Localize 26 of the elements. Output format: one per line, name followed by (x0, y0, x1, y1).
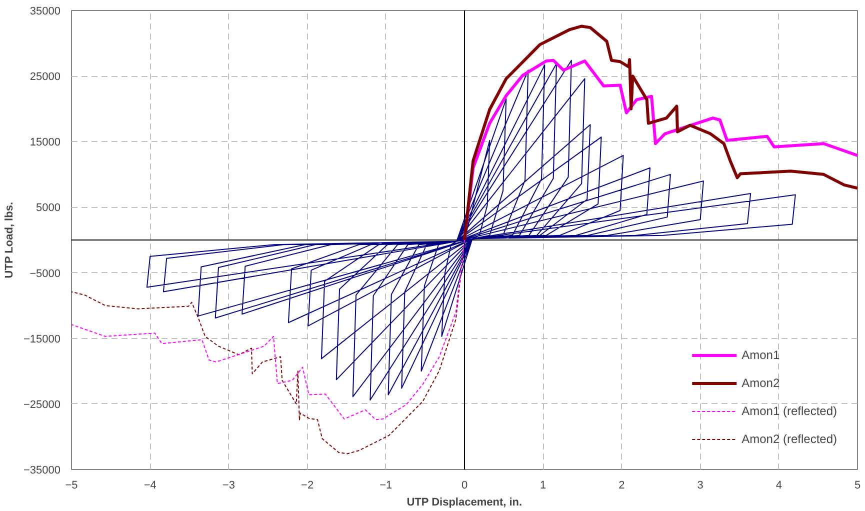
x-tick-label: 4 (776, 480, 782, 492)
x-tick-label: 5 (854, 480, 861, 492)
legend-label: Amon2 (742, 376, 780, 390)
x-tick-label: −5 (65, 480, 78, 492)
x-tick-label: −1 (380, 480, 392, 492)
x-tick-label: −2 (301, 480, 314, 492)
x-tick-label: 3 (697, 480, 704, 492)
y-tick-label: 15000 (30, 136, 61, 149)
y-tick-label: −35000 (23, 464, 61, 476)
x-tick-label: −3 (222, 480, 235, 492)
legend-label: Amon1 (reflected) (742, 404, 837, 418)
x-tick-label: 0 (461, 480, 468, 492)
y-tick-label: 25000 (30, 71, 61, 84)
y-axis-title: UTP Load, lbs. (3, 202, 16, 278)
x-tick-label: 1 (540, 480, 546, 492)
legend-label: Amon2 (reflected) (742, 432, 837, 446)
y-tick-label: −25000 (23, 398, 61, 411)
x-axis-title: UTP Displacement, in. (406, 496, 522, 508)
y-tick-label: −15000 (23, 333, 61, 346)
x-tick-label: −4 (144, 480, 156, 492)
line-series (146, 60, 796, 400)
y-tick-label: 5000 (36, 202, 61, 214)
y-tick-label: 35000 (30, 6, 61, 18)
y-tick-label: −5000 (30, 268, 61, 280)
x-tick-label: 2 (618, 480, 625, 492)
legend-label: Amon1 (742, 348, 780, 362)
